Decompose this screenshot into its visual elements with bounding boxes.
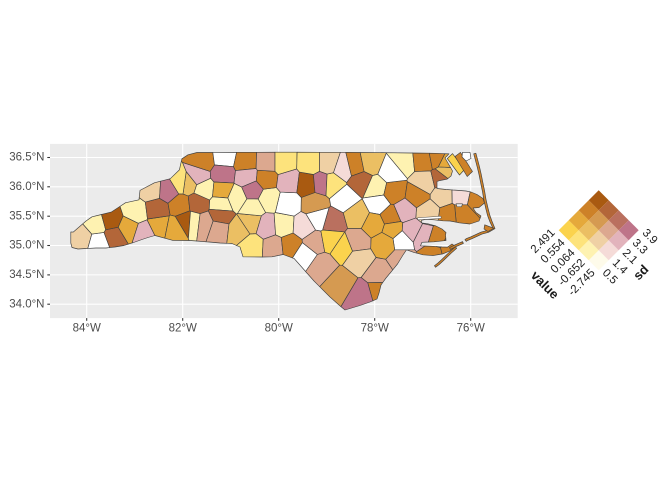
- svg-text:35.0°N: 35.0°N: [9, 240, 44, 252]
- svg-text:76°W: 76°W: [457, 323, 485, 335]
- svg-text:34.5°N: 34.5°N: [9, 269, 44, 281]
- svg-text:34.0°N: 34.0°N: [9, 298, 44, 310]
- svg-text:35.5°N: 35.5°N: [9, 210, 44, 222]
- svg-text:80°W: 80°W: [265, 323, 293, 335]
- svg-text:82°W: 82°W: [169, 323, 197, 335]
- svg-text:36.5°N: 36.5°N: [9, 152, 44, 164]
- svg-text:84°W: 84°W: [73, 323, 101, 335]
- svg-text:78°W: 78°W: [361, 323, 389, 335]
- svg-text:36.0°N: 36.0°N: [9, 181, 44, 193]
